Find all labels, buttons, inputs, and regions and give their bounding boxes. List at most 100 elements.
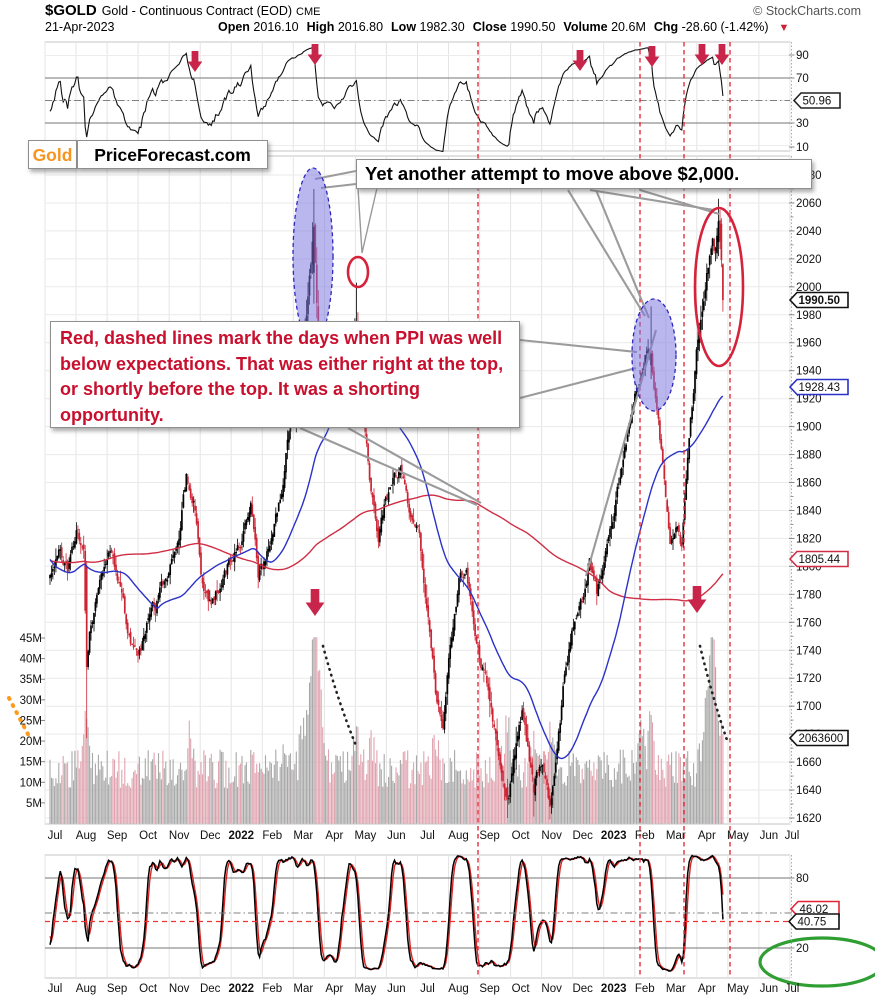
- month-label-bottom: Mar: [293, 983, 313, 995]
- price-axis-label: 1860: [796, 478, 822, 490]
- candle-bodies-down: [60, 220, 724, 807]
- month-label: 2022: [228, 830, 254, 842]
- logo-gold: Gold: [28, 140, 77, 169]
- annotation-connector-3: [639, 188, 720, 216]
- callout-2000-attempt: Yet another attempt to move above $2,000…: [356, 159, 812, 189]
- stoch-axis-label: 20: [796, 943, 809, 955]
- candle-wicks-up: [49, 189, 719, 814]
- price-axis-label: 1980: [796, 310, 822, 322]
- price-axis-label: 1740: [796, 645, 822, 657]
- price-axis-label: 2040: [796, 226, 822, 238]
- last-price-tag: [788, 291, 849, 309]
- price-axis-label: 1940: [796, 366, 822, 378]
- month-label-bottom: Aug: [448, 983, 468, 995]
- price-axis-label: 1780: [796, 589, 822, 601]
- month-label: Mar: [293, 830, 313, 842]
- down-arrow-rsi-3: [644, 46, 660, 67]
- stoch-d-value-tag-text: 46.02: [800, 904, 829, 916]
- price-axis-label: 1840: [796, 505, 822, 517]
- volume-decline-dotted-0: [321, 644, 359, 750]
- last-price-tag-text: 1990.50: [799, 295, 841, 307]
- highlight-ellipse-blue-1: [631, 298, 677, 412]
- annotation-connector-9: [299, 427, 478, 506]
- sma200-value-tag: [788, 550, 849, 568]
- annotation-connector-4: [567, 189, 646, 317]
- annotation-connector-8: [347, 427, 482, 504]
- symbol: $GOLD: [45, 2, 97, 19]
- sma50-value-tag-text: 1928.43: [799, 382, 841, 394]
- price-axis-label: 1880: [796, 450, 822, 462]
- rsi-value-tag-text: 50.96: [803, 96, 832, 108]
- price-axis-label: 1920: [796, 394, 822, 406]
- quote-field-high: High 2016.80: [306, 20, 384, 34]
- annotation-connector-5: [595, 189, 650, 319]
- sma50-value-tag: [788, 378, 849, 396]
- volume-axis-label: 20M: [20, 736, 42, 748]
- down-arrow-volume-0: [305, 589, 325, 616]
- month-label-bottom: Oct: [139, 983, 158, 995]
- price-axis-label: 2000: [796, 282, 822, 294]
- month-label-bottom: 2023: [601, 983, 627, 995]
- price-axis-label: 1660: [796, 757, 822, 769]
- rsi-axis-label: 30: [796, 118, 809, 130]
- exchange: CME: [296, 6, 321, 18]
- month-label: Jul: [48, 830, 63, 842]
- volume-decline-dotted-1: [698, 644, 730, 745]
- down-arrow-rsi-2: [572, 50, 588, 71]
- volume-axis-label: 5M: [26, 798, 42, 810]
- month-label: Jun: [760, 830, 779, 842]
- rsi-line: [49, 46, 724, 153]
- month-label-bottom: Feb: [635, 983, 655, 995]
- orange-dotted-edge-mark: [7, 696, 33, 742]
- month-label-bottom: Nov: [541, 983, 562, 995]
- highlight-ring-red-1: [693, 206, 745, 368]
- month-label: Nov: [541, 830, 562, 842]
- price-axis-label: 1760: [796, 617, 822, 629]
- month-label: Dec: [572, 830, 593, 842]
- month-label-bottom: Feb: [262, 983, 282, 995]
- rsi-axis-label: 10: [796, 142, 809, 154]
- month-label-bottom: Apr: [325, 983, 343, 995]
- price-axis-label: 1900: [796, 422, 822, 434]
- quote-strip: Open 2016.10 High 2016.80 Low 1982.30 Close…: [218, 20, 789, 34]
- month-label-bottom: Oct: [512, 983, 531, 995]
- volume-bars-up: [49, 637, 720, 824]
- price-axis-label: 1640: [796, 785, 822, 797]
- down-arrow-volume-1: [687, 586, 707, 613]
- quote-field-low: Low 1982.30: [391, 20, 465, 34]
- quote-field-chg: Chg -28.60 (-1.42%): [653, 20, 769, 34]
- month-label-bottom: Jun: [387, 983, 406, 995]
- month-label-bottom: Sep: [479, 983, 499, 995]
- month-label: Jul: [420, 830, 435, 842]
- month-label: Oct: [139, 830, 158, 842]
- month-label-bottom: May: [355, 983, 377, 995]
- sma200-line: [49, 494, 724, 602]
- volume-value-tag-text: 2063600: [799, 733, 844, 745]
- month-label-bottom: Nov: [169, 983, 190, 995]
- month-label-bottom: Jul: [420, 983, 435, 995]
- month-label: Sep: [479, 830, 499, 842]
- price-axis-label: 2020: [796, 254, 822, 266]
- copyright: © StockCharts.com: [753, 4, 861, 18]
- highlight-ring-red-0: [346, 255, 370, 289]
- price-axis-label: 1720: [796, 673, 822, 685]
- callout-tail: [357, 187, 378, 254]
- annotation-connector-1: [320, 182, 357, 190]
- quote-field-open: Open 2016.10: [218, 20, 299, 34]
- month-label-bottom: Aug: [76, 983, 96, 995]
- quote-field-close: Close 1990.50: [472, 20, 556, 34]
- month-label: May: [355, 830, 377, 842]
- month-label: Jul: [785, 830, 800, 842]
- down-arrow-rsi-5: [714, 44, 730, 65]
- volume-axis-label: 35M: [20, 674, 42, 686]
- month-label-bottom: May: [727, 983, 749, 995]
- month-label-bottom: Sep: [107, 983, 127, 995]
- volume-bars-down: [61, 637, 724, 824]
- stoch-axis-label: 80: [796, 873, 809, 885]
- month-label-bottom: Dec: [200, 983, 221, 995]
- annotation-connector-7: [519, 366, 637, 400]
- month-label-bottom: Dec: [572, 983, 593, 995]
- month-label: May: [727, 830, 749, 842]
- symbol-name: Gold - Continuous Contract (EOD): [101, 4, 293, 18]
